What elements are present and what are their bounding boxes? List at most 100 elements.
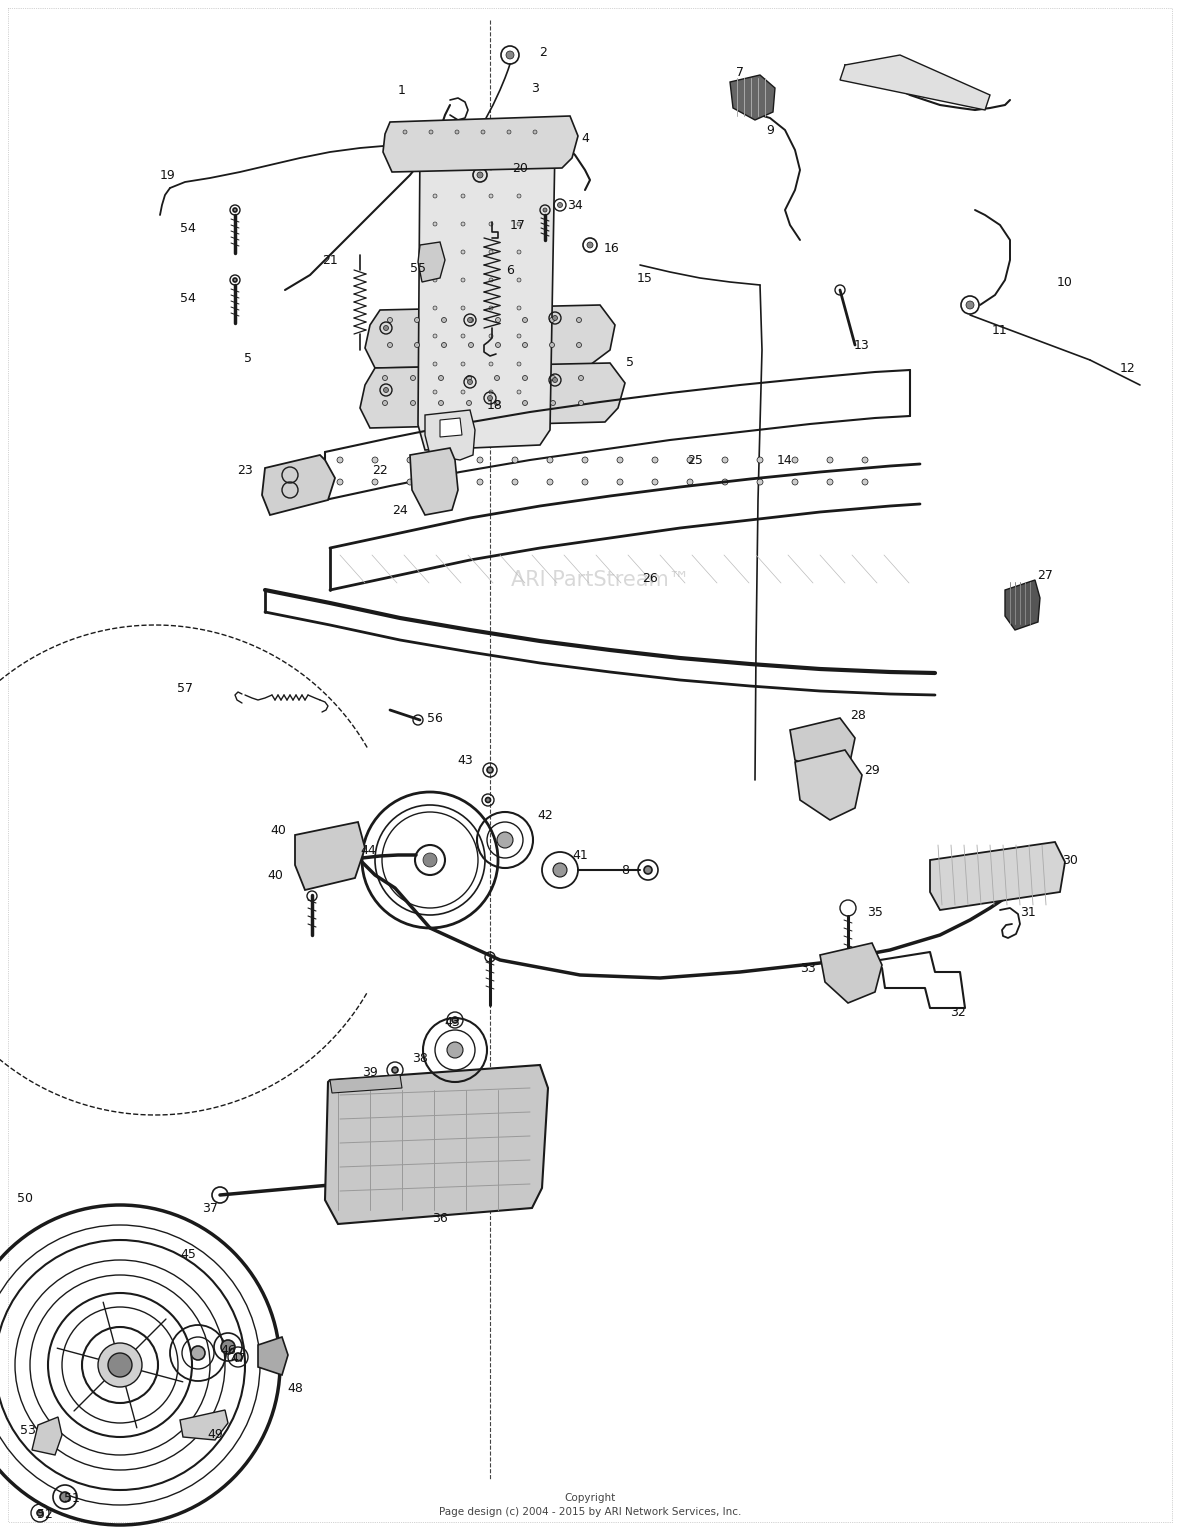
Circle shape [494, 401, 499, 405]
Text: 5: 5 [627, 355, 634, 369]
Circle shape [461, 194, 465, 197]
Text: 34: 34 [568, 199, 583, 211]
Circle shape [517, 249, 522, 254]
Circle shape [404, 130, 407, 135]
Text: 25: 25 [687, 453, 703, 467]
Text: 27: 27 [1037, 569, 1053, 581]
Circle shape [487, 395, 492, 401]
Circle shape [337, 457, 343, 464]
Circle shape [387, 318, 393, 323]
Text: 12: 12 [1120, 361, 1136, 375]
Circle shape [392, 1066, 398, 1073]
Polygon shape [365, 304, 615, 369]
Text: 33: 33 [800, 961, 815, 975]
Text: 9: 9 [766, 124, 774, 136]
Circle shape [60, 1492, 70, 1502]
Circle shape [439, 375, 444, 381]
Text: 10: 10 [1057, 275, 1073, 289]
Circle shape [221, 1340, 235, 1354]
Circle shape [489, 306, 493, 311]
Circle shape [372, 457, 378, 464]
Polygon shape [32, 1417, 63, 1455]
Text: 36: 36 [432, 1212, 448, 1224]
Circle shape [523, 318, 527, 323]
Circle shape [407, 479, 413, 485]
Text: 50: 50 [17, 1192, 33, 1204]
Text: 48: 48 [287, 1382, 303, 1394]
Circle shape [384, 326, 388, 330]
Circle shape [387, 343, 393, 347]
Circle shape [382, 375, 387, 381]
Text: 4: 4 [581, 132, 589, 144]
Circle shape [578, 401, 583, 405]
Circle shape [551, 401, 556, 405]
Polygon shape [425, 410, 476, 461]
Circle shape [722, 457, 728, 464]
Circle shape [384, 387, 388, 393]
Circle shape [582, 457, 588, 464]
Circle shape [489, 138, 493, 142]
Circle shape [543, 208, 548, 213]
Circle shape [489, 334, 493, 338]
Text: 42: 42 [537, 808, 553, 822]
Circle shape [966, 301, 974, 309]
Text: 57: 57 [177, 681, 194, 695]
Circle shape [653, 457, 658, 464]
Circle shape [433, 278, 437, 282]
Circle shape [489, 390, 493, 395]
Text: Copyright: Copyright [564, 1493, 616, 1502]
Circle shape [517, 194, 522, 197]
Text: 18: 18 [487, 398, 503, 412]
Circle shape [512, 457, 518, 464]
Circle shape [466, 375, 472, 381]
Circle shape [407, 457, 413, 464]
Text: 46: 46 [221, 1343, 236, 1357]
Circle shape [37, 1510, 42, 1516]
Circle shape [550, 318, 555, 323]
Text: 26: 26 [642, 572, 658, 584]
Text: ARI PartStream™: ARI PartStream™ [511, 571, 689, 591]
Text: 35: 35 [867, 906, 883, 918]
Circle shape [687, 479, 693, 485]
Circle shape [582, 479, 588, 485]
Circle shape [467, 318, 472, 323]
Circle shape [517, 363, 522, 366]
Circle shape [433, 363, 437, 366]
Polygon shape [730, 75, 775, 119]
Circle shape [433, 390, 437, 395]
Circle shape [827, 457, 833, 464]
Circle shape [461, 306, 465, 311]
Polygon shape [930, 842, 1066, 910]
Text: 52: 52 [37, 1509, 53, 1521]
Text: 54: 54 [181, 222, 196, 234]
Circle shape [372, 479, 378, 485]
Circle shape [442, 457, 448, 464]
Circle shape [863, 457, 868, 464]
Text: 14: 14 [778, 453, 793, 467]
Polygon shape [360, 363, 625, 428]
Circle shape [485, 797, 491, 803]
Text: 23: 23 [237, 464, 253, 476]
Text: Page design (c) 2004 - 2015 by ARI Network Services, Inc.: Page design (c) 2004 - 2015 by ARI Netwo… [439, 1507, 741, 1518]
Polygon shape [324, 1065, 548, 1224]
Text: 41: 41 [572, 849, 588, 861]
Circle shape [481, 130, 485, 135]
Text: 15: 15 [637, 271, 653, 285]
Circle shape [517, 306, 522, 311]
Polygon shape [262, 454, 335, 516]
Text: 19: 19 [160, 168, 176, 182]
Polygon shape [330, 1076, 402, 1092]
Circle shape [687, 457, 693, 464]
Circle shape [98, 1343, 142, 1388]
Circle shape [863, 479, 868, 485]
Polygon shape [418, 122, 555, 450]
Text: 1: 1 [398, 84, 406, 96]
Polygon shape [440, 418, 463, 438]
Circle shape [548, 479, 553, 485]
Circle shape [447, 1042, 463, 1059]
Text: 24: 24 [392, 503, 408, 517]
Text: 55: 55 [409, 262, 426, 274]
Polygon shape [820, 942, 881, 1004]
Circle shape [433, 334, 437, 338]
Circle shape [433, 165, 437, 170]
